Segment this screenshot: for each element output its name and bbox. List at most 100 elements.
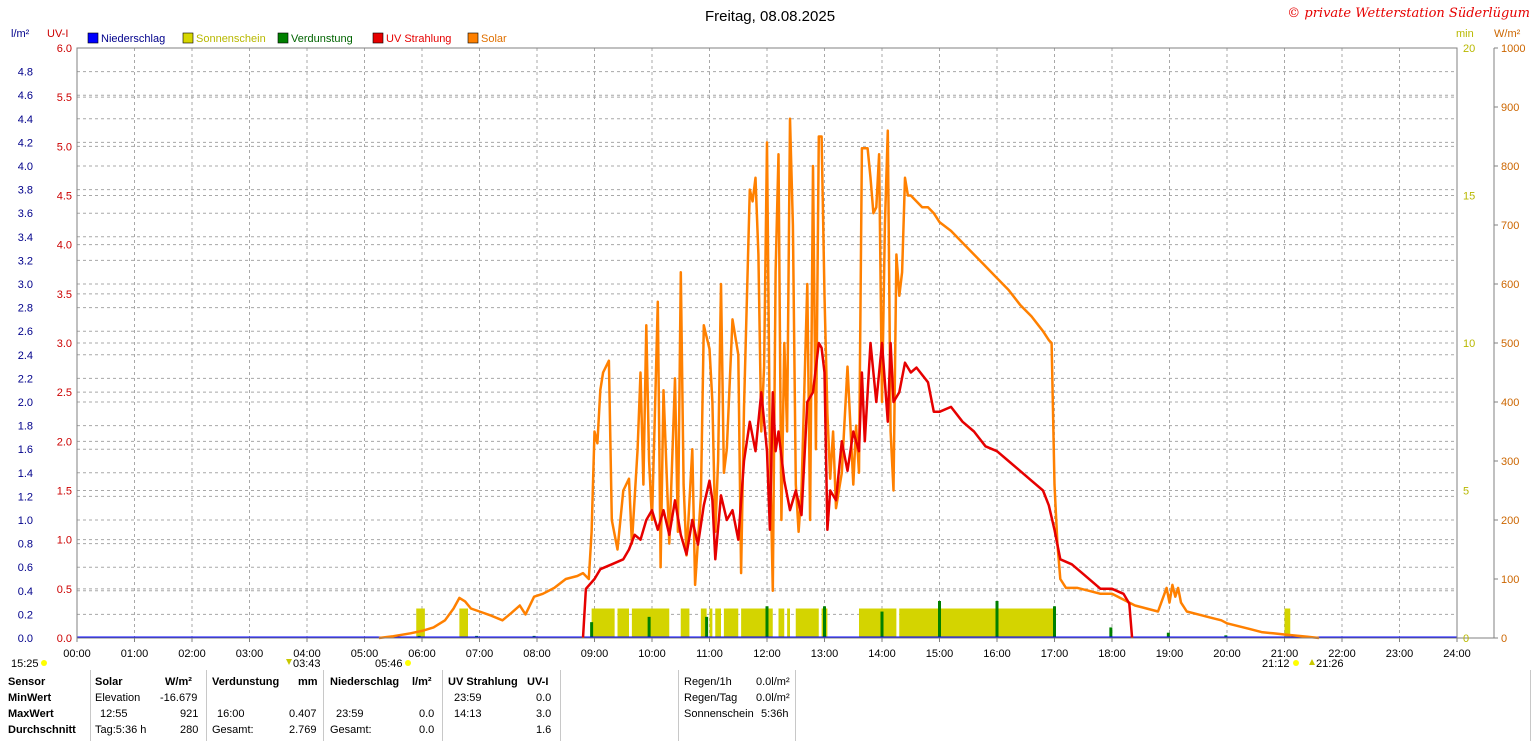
- sunshine-block: [723, 608, 739, 638]
- unit-uvi-label: UV-I: [47, 28, 68, 40]
- y-tick-label-min: 20: [1463, 43, 1475, 55]
- y-tick-label-uv: 3.0: [57, 338, 72, 350]
- unit-lm2-label: l/m²: [11, 28, 30, 40]
- evaporation-bar: [880, 611, 884, 638]
- y-tick-label-min: 5: [1463, 486, 1469, 498]
- evaporation-bar: [1053, 606, 1056, 638]
- sunshine-block: [709, 608, 713, 638]
- legend-label: UV Strahlung: [386, 33, 451, 45]
- y-tick-label-rain: 1.2: [18, 491, 33, 503]
- stats-minwert-uv-a: 23:59: [454, 692, 482, 704]
- y-tick-label-rain: 3.2: [18, 255, 33, 267]
- x-tick-label: 22:00: [1328, 648, 1356, 660]
- x-tick-label: 23:00: [1386, 648, 1414, 660]
- legend-label: Solar: [481, 33, 507, 45]
- legend-label: Niederschlag: [101, 33, 165, 45]
- legend-label: Sonnenschein: [196, 33, 266, 45]
- stats-maxwert-nied-b: 0.0: [419, 708, 435, 720]
- y-tick-label-rain: 3.6: [18, 208, 33, 220]
- y-tick-label-rain: 4.2: [18, 137, 33, 149]
- sunset-icon: [1293, 660, 1299, 666]
- stats-header-verdunstung-unit: mm: [298, 676, 318, 688]
- y-tick-label-rain: 1.8: [18, 421, 33, 433]
- sun-dot-icon: [41, 660, 47, 666]
- y-tick-label-uv: 5.0: [57, 141, 72, 153]
- stats-row-maxwert-label: MaxWert: [8, 708, 54, 720]
- stats-header-niederschlag-unit: l/m²: [412, 676, 432, 688]
- y-tick-label-uv: 6.0: [57, 43, 72, 55]
- unit-min-label: min: [1456, 28, 1474, 40]
- stats-minwert-solar-b: -16.679: [160, 692, 198, 704]
- y-tick-label-rain: 1.0: [18, 515, 33, 527]
- x-tick-label: 10:00: [638, 648, 666, 660]
- y-tick-label-wm2: 0: [1501, 633, 1507, 645]
- y-tick-label-uv: 2.5: [57, 387, 72, 399]
- y-tick-label-rain: 1.4: [18, 468, 33, 480]
- y-tick-label-uv: 5.5: [57, 92, 72, 104]
- y-tick-label-rain: 4.6: [18, 90, 33, 102]
- uv-line: [581, 341, 1134, 639]
- stats-divider: [323, 670, 324, 741]
- summary-regen-1h-value: 0.0l/m²: [756, 676, 790, 688]
- stats-durchschnitt-nied-a: Gesamt:: [330, 724, 372, 736]
- x-tick-label: 24:00: [1443, 648, 1471, 660]
- stats-durchschnitt-uv-b: 1.6: [536, 724, 552, 736]
- y-tick-label-rain: 3.0: [18, 279, 33, 291]
- stats-header-sensor: Sensor: [8, 676, 46, 688]
- legend: Niederschlag Sonnenschein Verdunstung UV St…: [87, 32, 507, 45]
- legend-swatch: [372, 32, 384, 44]
- y-tick-label-rain: 2.2: [18, 373, 33, 385]
- chart-labels: 00:00 01:00 02:00 03:00 04:00 05:00 06:00 07:00…: [18, 43, 1526, 660]
- x-tick-label: 05:00: [351, 648, 379, 660]
- y-tick-label-rain: 2.6: [18, 326, 33, 338]
- y-tick-label-rain: 2.0: [18, 397, 33, 409]
- y-tick-label-wm2: 600: [1501, 279, 1519, 291]
- y-tick-label-wm2: 900: [1501, 102, 1519, 114]
- stats-maxwert-solar-a: 12:55: [100, 708, 128, 720]
- sunshine-block: [859, 608, 897, 638]
- astro-left-time: 15:25: [11, 658, 39, 668]
- x-tick-label: 17:00: [1041, 648, 1069, 660]
- y-tick-label-uv: 0.5: [57, 584, 72, 596]
- moonset-time: 21:26: [1316, 658, 1344, 668]
- y-tick-label-rain: 4.8: [18, 67, 33, 79]
- stats-header-verdunstung: Verdunstung: [212, 676, 280, 688]
- stats-maxwert-solar-b: 921: [180, 708, 199, 720]
- solar-line: [378, 117, 1320, 640]
- y-tick-label-rain: 4.0: [18, 161, 33, 173]
- y-tick-label-rain: 0.8: [18, 539, 33, 551]
- x-tick-label: 04:00: [293, 648, 321, 660]
- sunrise-icon: [405, 660, 411, 666]
- y-tick-label-wm2: 800: [1501, 161, 1519, 173]
- moonrise-time: 03:43: [293, 658, 321, 668]
- y-tick-label-rain: 4.4: [18, 114, 33, 126]
- y-tick-label-wm2: 700: [1501, 220, 1519, 232]
- x-tick-label: 09:00: [581, 648, 609, 660]
- x-tick-label: 21:00: [1271, 648, 1299, 660]
- stats-divider: [442, 670, 443, 741]
- stats-maxwert-uv-b: 3.0: [536, 708, 552, 720]
- y-tick-label-uv: 4.0: [57, 240, 72, 252]
- sunshine-block: [591, 608, 615, 638]
- sunshine-block: [715, 608, 721, 638]
- stats-maxwert-uv-a: 14:13: [454, 708, 482, 720]
- x-tick-label: 07:00: [466, 648, 494, 660]
- stats-divider: [1530, 670, 1531, 741]
- y-tick-label-rain: 2.4: [18, 350, 33, 362]
- x-tick-label: 06:00: [408, 648, 436, 660]
- x-tick-label: 02:00: [178, 648, 206, 660]
- stats-row-minwert-label: MinWert: [8, 692, 52, 704]
- x-tick-label: 00:00: [63, 648, 91, 660]
- stats-header-niederschlag: Niederschlag: [330, 676, 400, 688]
- summary-regen-1h-label: Regen/1h: [684, 676, 732, 688]
- y-tick-label-rain: 0.4: [18, 586, 33, 598]
- stats-header-solar-unit: W/m²: [165, 676, 192, 688]
- x-tick-label: 01:00: [121, 648, 149, 660]
- y-tick-label-wm2: 500: [1501, 338, 1519, 350]
- y-tick-label-rain: 1.6: [18, 444, 33, 456]
- evaporation-bar: [823, 606, 826, 638]
- stats-durchschnitt-verd-b: 2.769: [289, 724, 317, 736]
- x-tick-label: 15:00: [926, 648, 954, 660]
- x-tick-label: 13:00: [811, 648, 839, 660]
- evaporation-series: [417, 601, 1228, 638]
